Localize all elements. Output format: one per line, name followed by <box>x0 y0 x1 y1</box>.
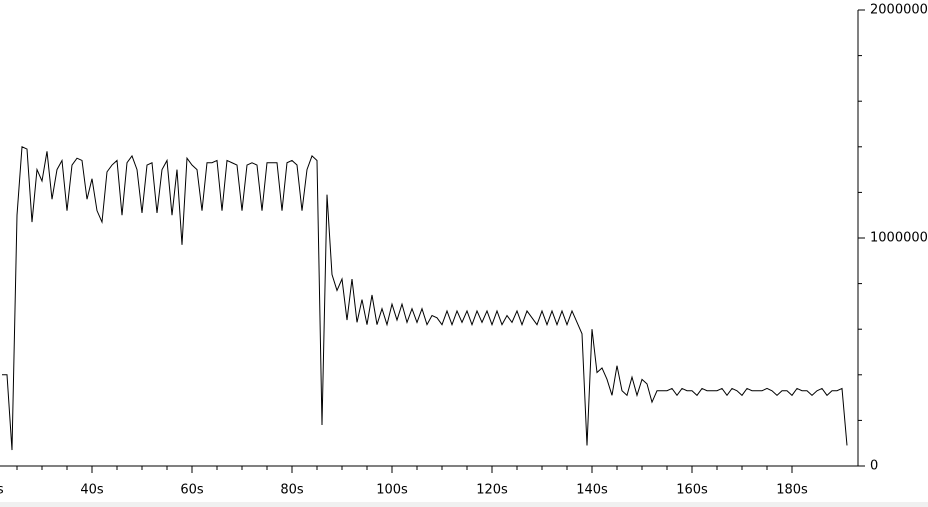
y-tick-label: 2000000 <box>870 3 928 18</box>
x-tick-label: 20s <box>0 483 4 498</box>
bottom-strip <box>0 502 928 507</box>
x-tick-label: 40s <box>80 483 104 498</box>
plot-area <box>2 146 848 451</box>
x-tick-label: 160s <box>676 483 708 498</box>
y-tick-label: 0 <box>870 459 878 474</box>
x-tick-label: 100s <box>376 483 408 498</box>
y-tick-label: 1000000 <box>870 231 928 246</box>
data-line <box>2 146 848 451</box>
x-tick-label: 60s <box>180 483 204 498</box>
x-tick-label: 180s <box>776 483 808 498</box>
x-tick-label: 120s <box>476 483 508 498</box>
x-tick-label: 140s <box>576 483 608 498</box>
x-tick-label: 80s <box>280 483 304 498</box>
